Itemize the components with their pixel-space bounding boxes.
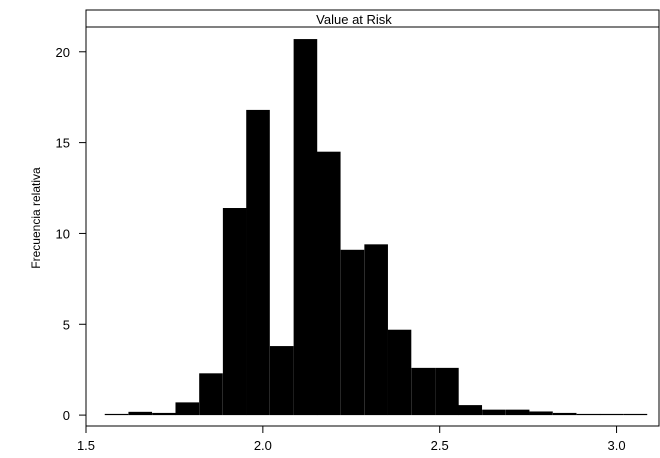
x-axis: 1.5 2.0 2.5 3.0: [77, 426, 626, 453]
histogram-bar: [152, 412, 176, 416]
y-tick-label: 20: [56, 45, 70, 60]
histogram-bar: [364, 244, 388, 416]
y-tick-label: 10: [56, 226, 70, 241]
x-tick-label: 3.0: [608, 438, 626, 453]
y-tick-label: 0: [63, 408, 70, 423]
histogram-bar: [246, 109, 270, 416]
histogram-bar: [128, 411, 153, 416]
histogram-bar: [269, 346, 294, 416]
x-tick-label: 2.0: [254, 438, 272, 453]
histogram-bar: [387, 329, 412, 416]
y-axis: 0 5 10 15 20: [56, 45, 86, 423]
y-tick-label: 5: [63, 317, 70, 332]
histogram-bar: [175, 402, 200, 416]
histogram-bar: [316, 151, 341, 416]
histogram-bar: [576, 413, 601, 416]
histogram-bar: [435, 367, 459, 416]
histogram-bar: [458, 405, 483, 416]
histogram-bar: [552, 412, 577, 416]
histogram-bar: [623, 413, 648, 416]
histogram-bar: [482, 409, 506, 416]
y-axis-title: Frecuencia relativa: [29, 167, 43, 269]
histogram-bar: [293, 39, 318, 416]
histogram-bar: [411, 367, 435, 416]
histogram-bar: [199, 373, 223, 416]
histogram-bar: [104, 413, 129, 416]
chart-title: Value at Risk: [316, 12, 392, 27]
y-tick-label: 15: [56, 136, 70, 151]
bars-group: [104, 39, 648, 416]
plot-frame: [85, 9, 660, 427]
histogram-bar: [505, 409, 530, 416]
histogram-bar: [599, 413, 624, 416]
histogram-bar: [340, 249, 365, 416]
x-tick-label: 2.5: [431, 438, 449, 453]
histogram-bar: [222, 208, 247, 416]
x-tick-label: 1.5: [77, 438, 95, 453]
histogram-bar: [529, 411, 553, 416]
